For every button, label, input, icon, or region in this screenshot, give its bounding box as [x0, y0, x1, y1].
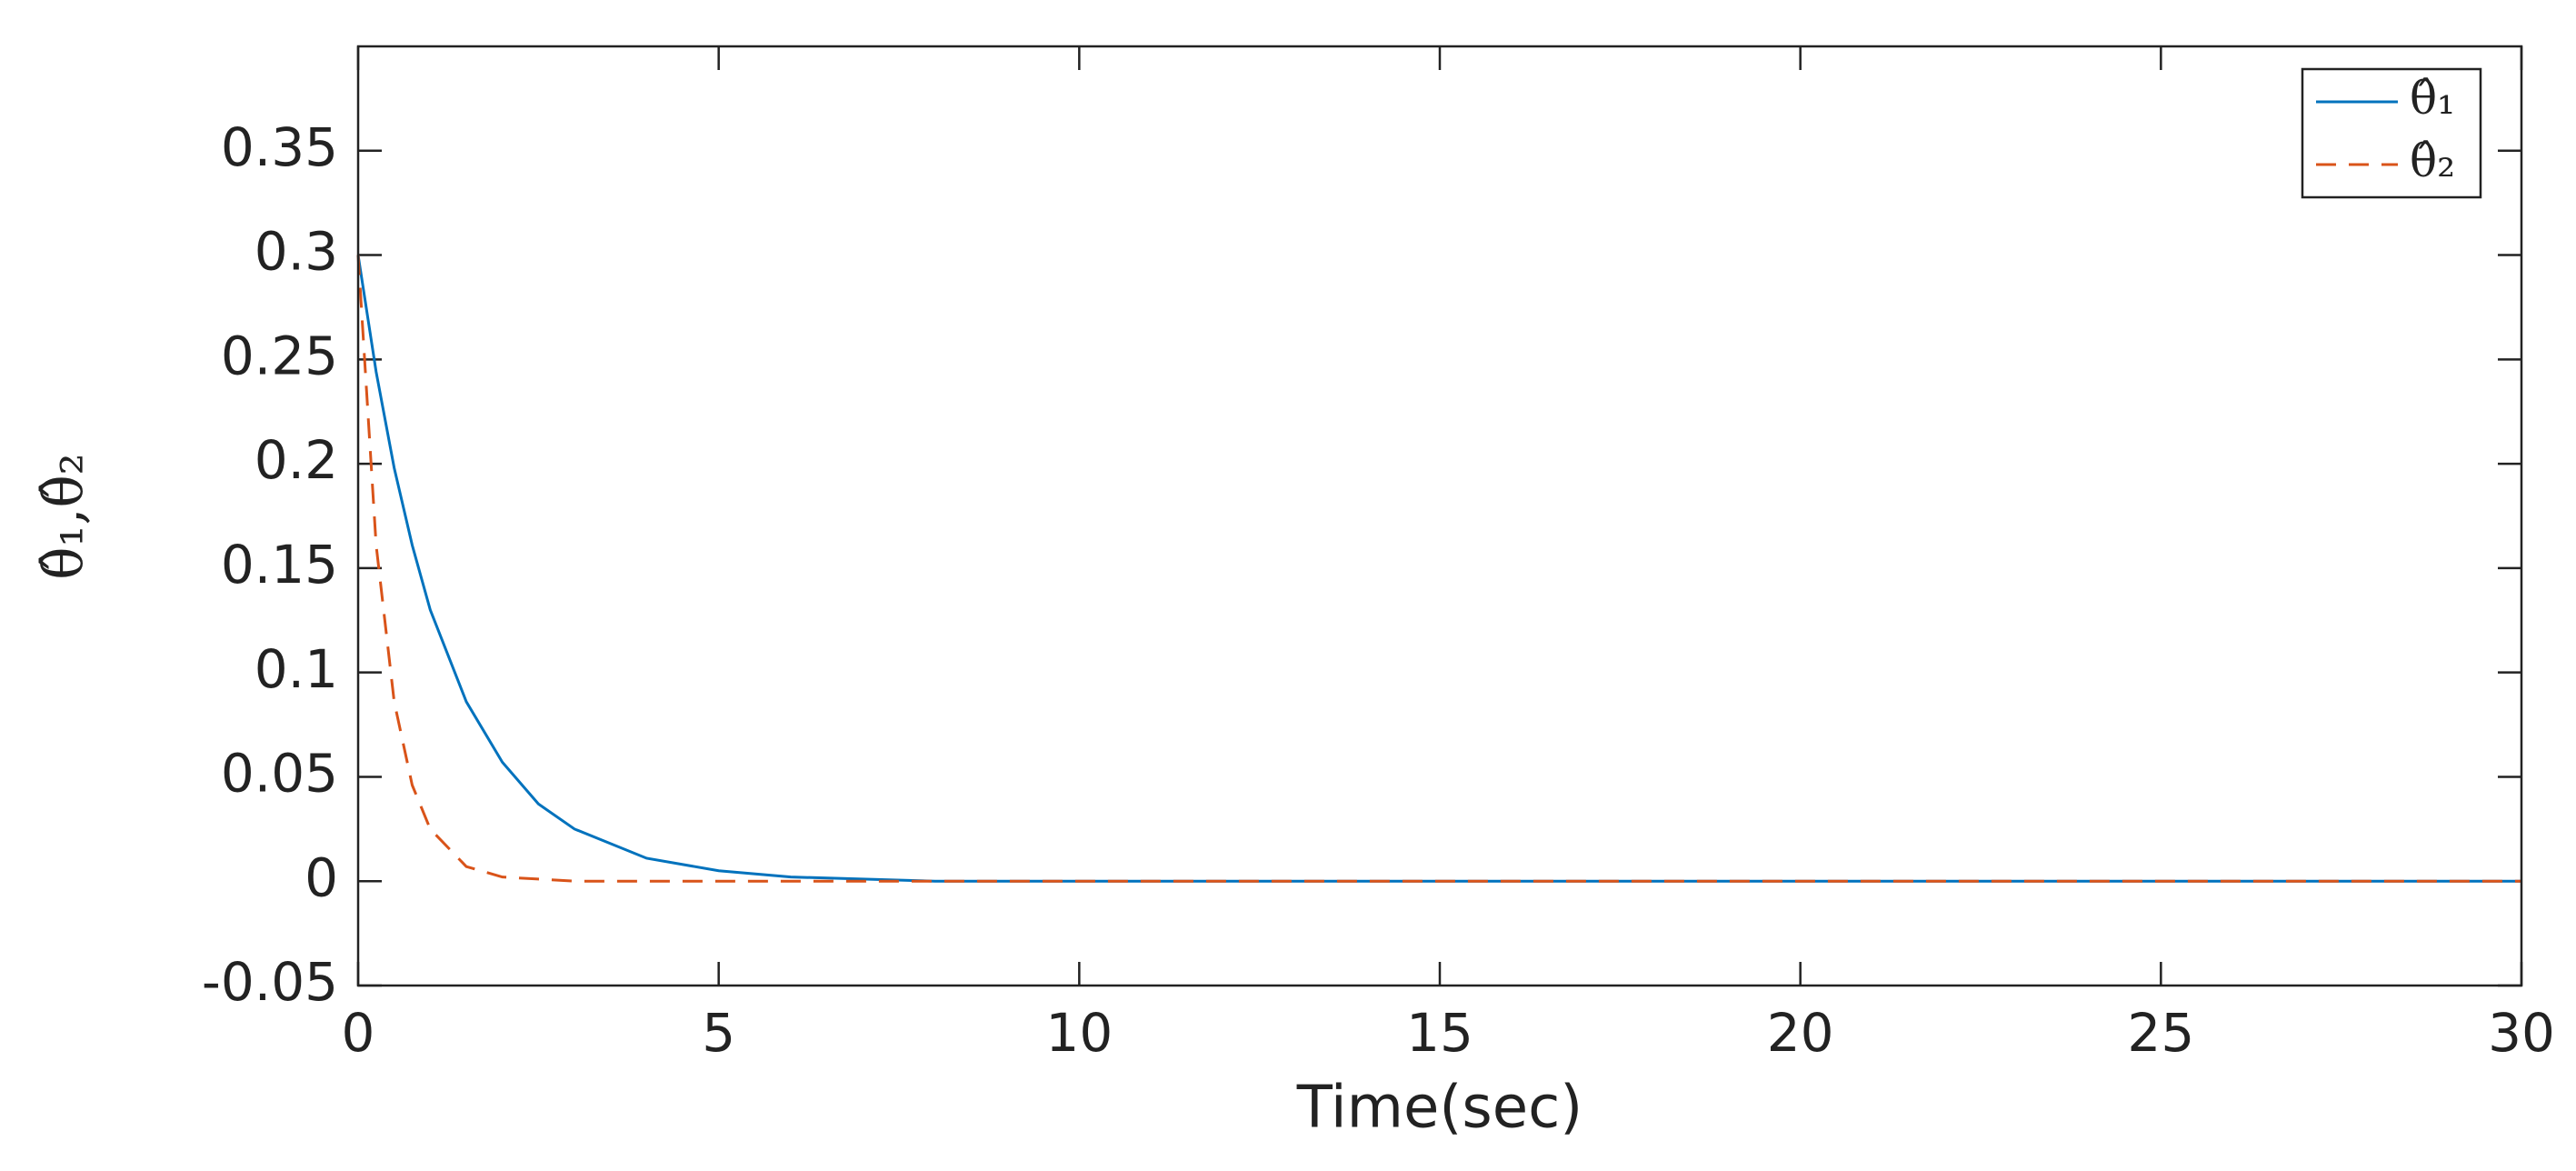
axes-box: [356, 45, 2523, 987]
x-tick-label: 5: [702, 1002, 735, 1064]
series-line: [356, 255, 2521, 883]
x-axis-label: Time(sec): [1296, 1075, 1583, 1142]
x-tick-label: 15: [1406, 1002, 1473, 1064]
y-tick-label: 0.05: [221, 743, 338, 805]
x-tick-label: 30: [2488, 1002, 2555, 1064]
y-tick-label: 0.1: [255, 638, 338, 700]
x-tick-label: 20: [1767, 1002, 1834, 1064]
x-tick-label: 25: [2127, 1002, 2194, 1064]
y-tick-label: 0.35: [221, 116, 338, 178]
legend-box: [2301, 67, 2482, 199]
y-tick-label: 0.25: [221, 325, 338, 386]
x-tick-label: 0: [342, 1002, 375, 1064]
y-tick-label: -0.05: [202, 951, 338, 1013]
legend-label: θ̂₁: [2410, 72, 2455, 125]
x-tick-label: 10: [1045, 1002, 1113, 1064]
y-axis-label: θ̂₁,θ̂₂: [33, 453, 96, 579]
y-tick-label: 0.15: [221, 534, 338, 596]
legend-label: θ̂₂: [2410, 135, 2455, 187]
y-tick-label: 0.2: [255, 429, 338, 491]
y-tick-label: 0: [305, 846, 338, 908]
y-tick-label: 0.3: [255, 221, 338, 283]
